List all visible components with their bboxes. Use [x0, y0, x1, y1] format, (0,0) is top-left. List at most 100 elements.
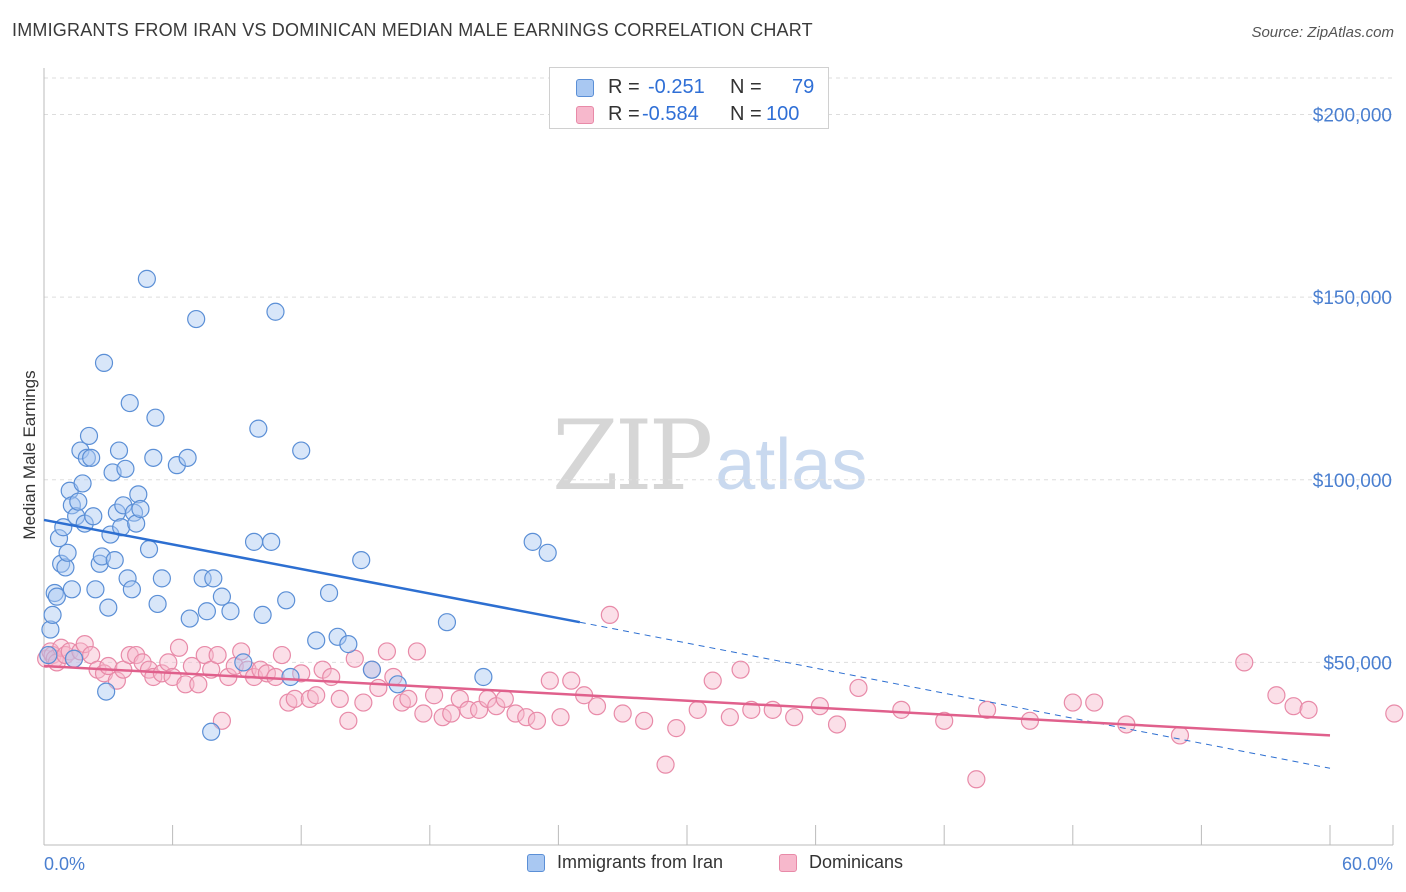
iran-point: [99, 598, 118, 617]
dominicans-point: [399, 689, 418, 709]
iran-point: [204, 569, 223, 588]
iran-point: [266, 302, 285, 321]
dominicans-point: [377, 642, 397, 661]
dominicans-point: [424, 686, 444, 705]
dominicans-point: [810, 697, 829, 716]
legend-swatch-dominicans: [576, 106, 594, 124]
watermark-atlas: atlas: [715, 425, 868, 505]
dominicans-point: [189, 675, 208, 694]
iran-point: [167, 456, 186, 475]
dominicans-point: [354, 693, 373, 712]
dominicans-point: [600, 605, 619, 625]
iran-point: [187, 309, 206, 329]
iran-point: [538, 543, 557, 562]
legend-r-value: -0.584: [642, 103, 699, 125]
legend-n-label: N =: [730, 76, 762, 98]
iran-point: [277, 591, 296, 610]
dominicans-point: [75, 635, 94, 654]
iran-point: [362, 660, 382, 679]
dominicans-point: [656, 755, 675, 774]
y-tick-label: $100,000: [1313, 471, 1392, 492]
iran-point: [253, 605, 272, 625]
dominicans-point: [688, 700, 707, 719]
legend-n-value: 79: [792, 76, 815, 98]
watermark-zip: ZIP: [552, 400, 713, 512]
chart-title: IMMIGRANTS FROM IRAN VS DOMINICAN MEDIAN…: [12, 20, 813, 40]
dominicans-point: [159, 653, 178, 672]
dominicans-point: [1020, 711, 1040, 730]
legend-swatch-iran: [576, 79, 594, 97]
legend-row-dominicans: R = -0.584 N = 100: [550, 101, 830, 129]
iran-point: [152, 569, 171, 588]
iran-point: [47, 587, 66, 606]
source-label: Source: ZipAtlas.com: [1251, 24, 1394, 41]
correlation-legend: R = -0.251 N = 79 R = -0.584 N = 100: [549, 67, 829, 129]
iran-point: [71, 441, 90, 460]
dominicans-point: [635, 711, 654, 730]
legend-label-dominicans: Dominicans: [809, 852, 904, 872]
iran-point: [234, 653, 253, 672]
iran-point: [62, 580, 81, 599]
iran-trend-extension: [579, 621, 1331, 769]
dominicans-trend-line: [43, 664, 1331, 737]
iran-point: [146, 408, 165, 427]
iran-point: [144, 448, 163, 467]
iran-point: [307, 631, 326, 650]
iran-point: [292, 441, 311, 460]
dominicans-point: [307, 686, 326, 705]
dominicans-point: [720, 708, 739, 727]
legend-n-label: N =: [730, 103, 762, 125]
iran-point: [120, 393, 139, 413]
iran-point: [64, 649, 84, 668]
iran-point: [281, 667, 300, 687]
iran-point: [137, 269, 156, 288]
dominicans-point: [540, 671, 559, 690]
legend-row-iran: R = -0.251 N = 79: [550, 74, 830, 102]
iran-point: [77, 448, 96, 467]
iran-point: [82, 448, 101, 467]
dominicans-point: [330, 689, 349, 709]
dominicans-point: [527, 711, 547, 730]
dominicans-point: [892, 700, 911, 719]
iran-point: [249, 419, 268, 438]
dominicans-point: [272, 645, 292, 665]
dominicans-point: [731, 660, 750, 679]
dominicans-point: [407, 642, 427, 661]
iran-point: [127, 514, 146, 533]
iran-point: [212, 587, 231, 606]
dominicans-point: [212, 711, 231, 730]
dominicans-point: [1170, 726, 1190, 745]
dominicans-point: [339, 711, 358, 730]
iran-point: [262, 532, 281, 551]
iran-point: [73, 474, 92, 493]
legend-label-iran: Immigrants from Iran: [557, 852, 724, 872]
y-tick-label: $50,000: [1323, 653, 1392, 674]
iran-point: [474, 667, 493, 687]
iran-point: [86, 580, 105, 599]
legend-r-label: R =: [608, 76, 640, 98]
legend-swatch-iran: [527, 854, 545, 872]
iran-point: [139, 540, 159, 559]
axes: [43, 68, 1394, 846]
iran-point: [49, 529, 69, 548]
iran-point: [352, 551, 371, 570]
iran-point: [58, 543, 77, 562]
x-tick-label: 0.0%: [44, 854, 85, 874]
legend-r-value: -0.251: [648, 76, 705, 98]
iran-point: [79, 426, 99, 446]
tick-labels: $50,000 $100,000 $150,000 $200,000 0.0% 60.0%: [44, 106, 1393, 874]
iran-point: [97, 682, 116, 701]
y-tick-label: $150,000: [1313, 288, 1392, 309]
iran-point: [56, 558, 75, 577]
iran-point: [523, 532, 542, 551]
dominicans-point: [551, 708, 570, 727]
trend-lines: [43, 518, 1331, 769]
iran-point: [90, 554, 109, 573]
legend-swatch-dominicans: [779, 854, 797, 872]
x-tick-label: 60.0%: [1342, 854, 1393, 874]
dominicans-point: [176, 675, 195, 694]
dominicans-points: [37, 605, 1404, 789]
dominicans-point: [667, 719, 686, 738]
iran-point: [193, 569, 212, 588]
legend-r-label: R =: [608, 103, 640, 125]
